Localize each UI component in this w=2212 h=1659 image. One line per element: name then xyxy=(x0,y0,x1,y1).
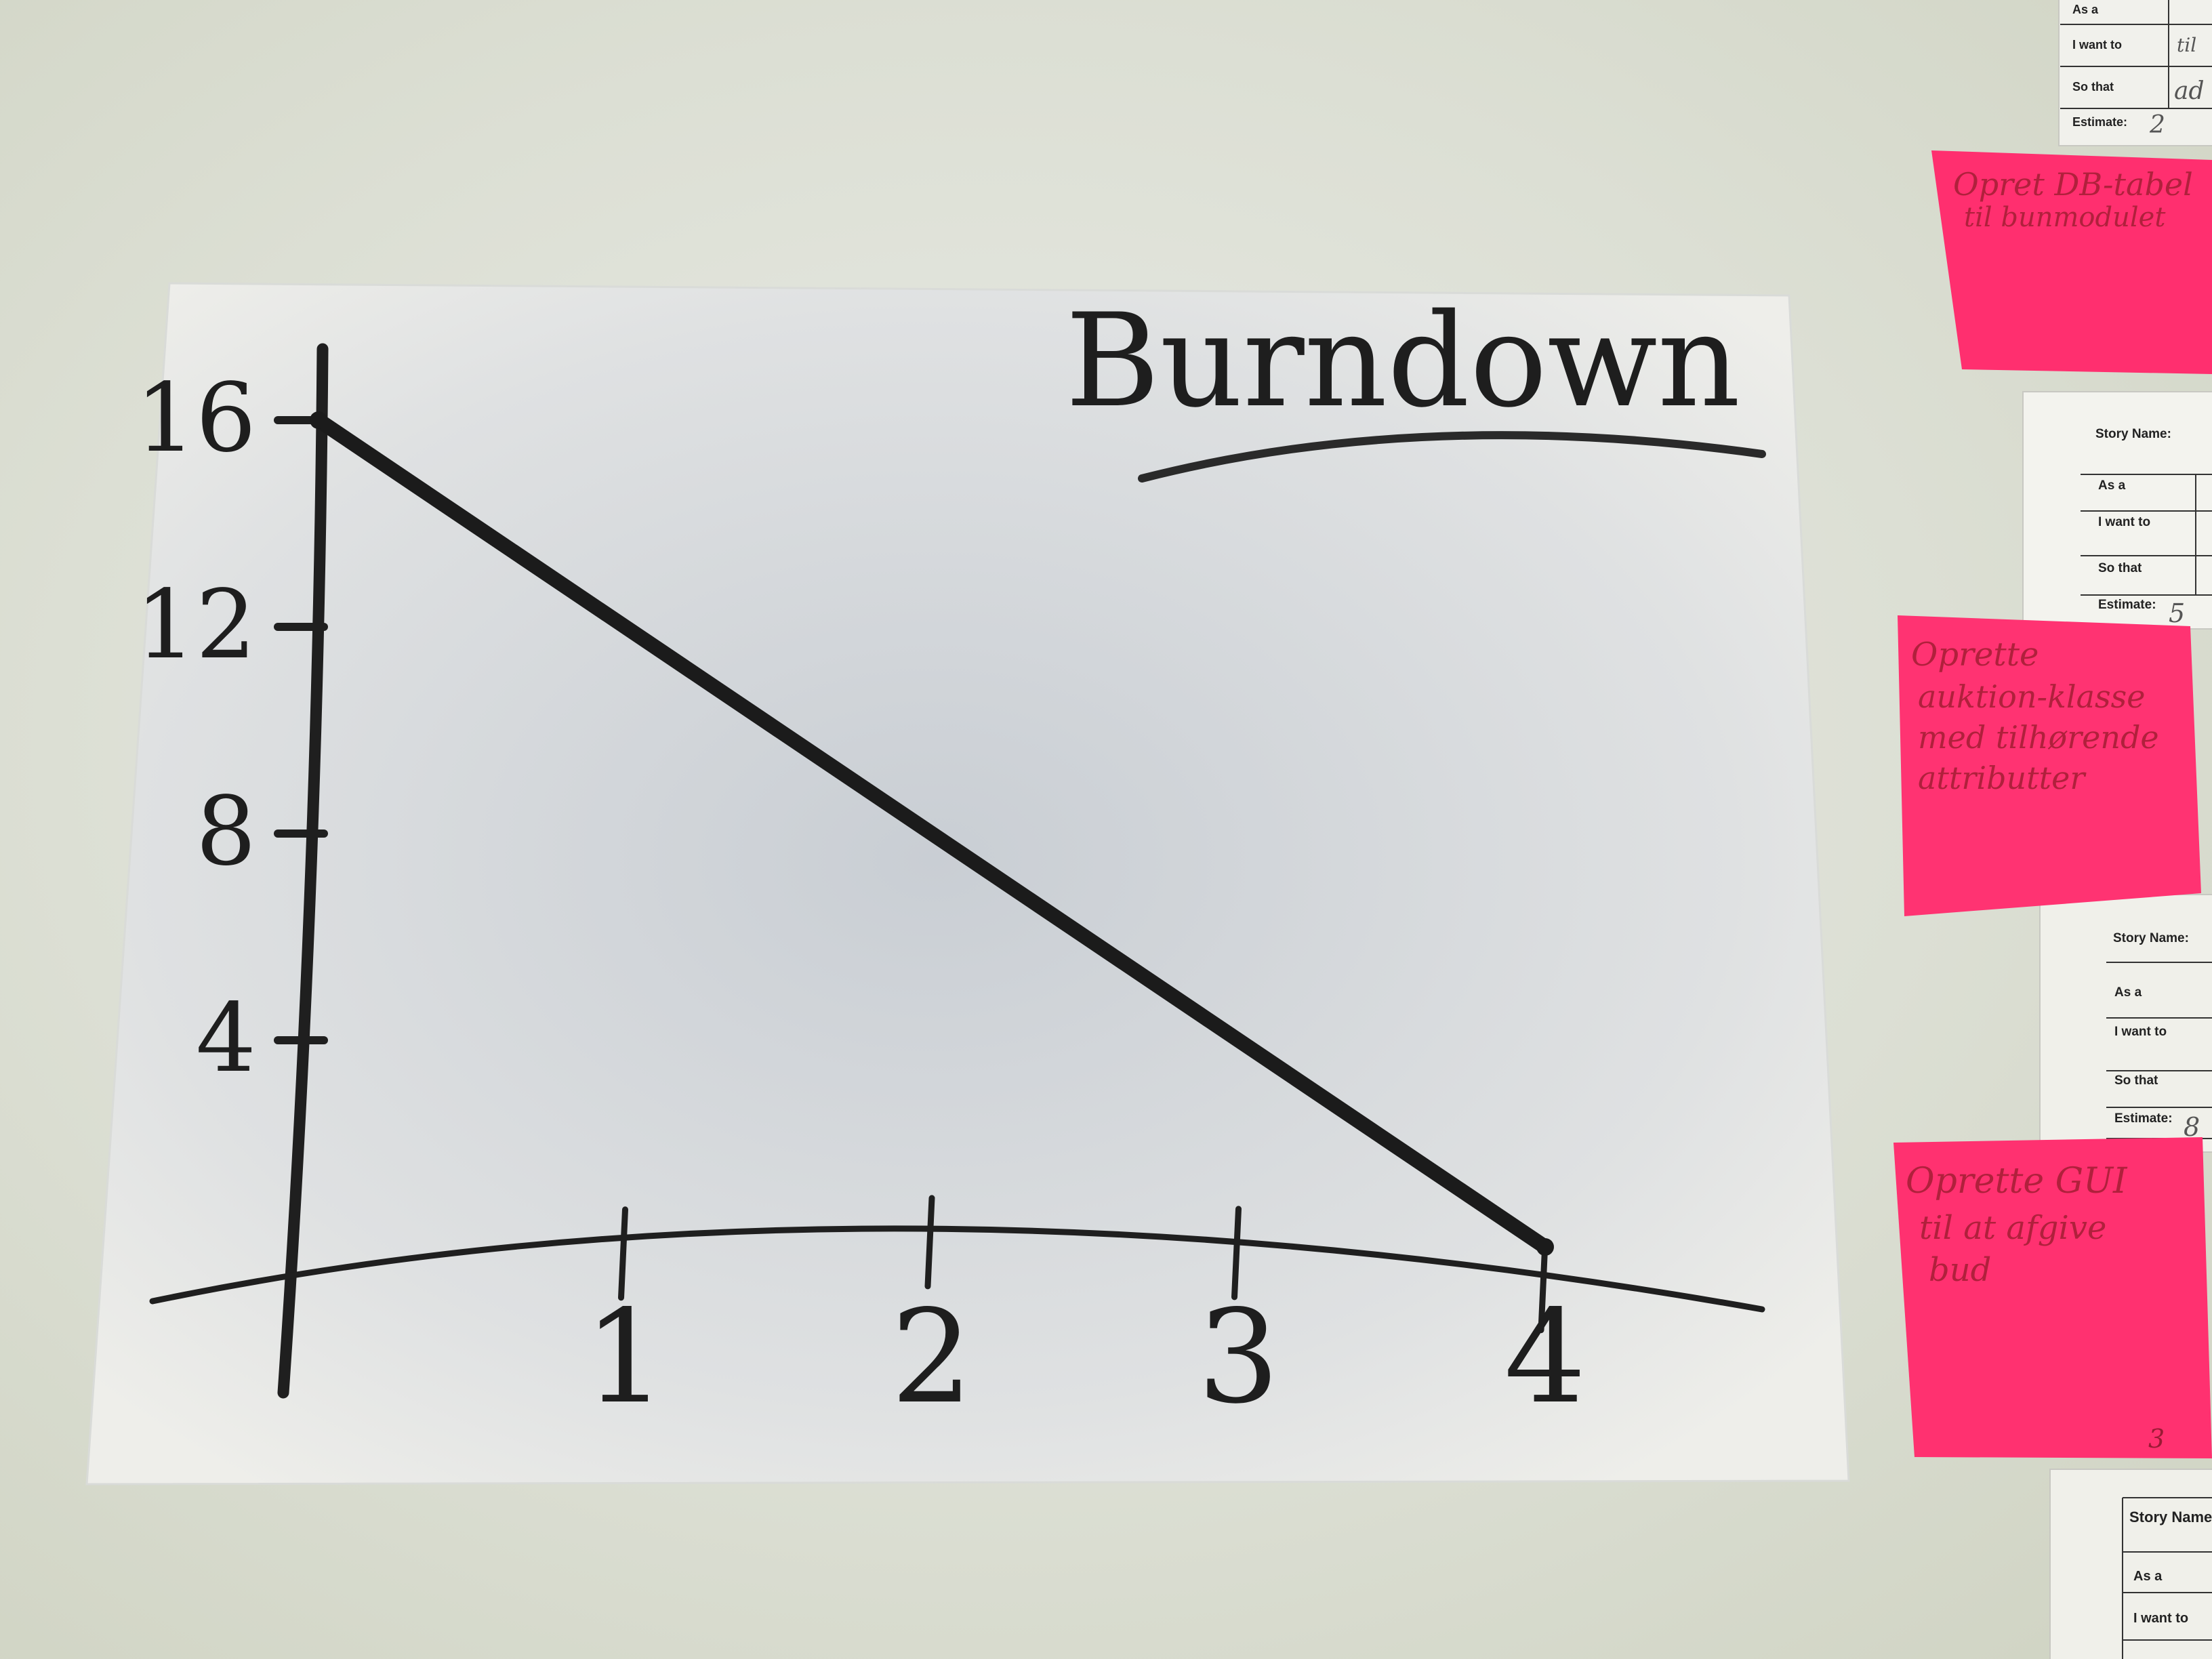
card-2-estimate-value: 5 xyxy=(2169,598,2185,628)
sticky-note-2-line-3: med tilhørende xyxy=(1918,719,2159,756)
card-4-story-name: Story Name xyxy=(2129,1509,2212,1525)
x-tick-label-4: 4 xyxy=(1504,1282,1586,1432)
y-axis xyxy=(277,343,329,1399)
y-tick-label-16: 16 xyxy=(136,363,256,474)
burndown-line xyxy=(311,413,1553,1254)
card-2-so-that: So that xyxy=(2098,561,2142,575)
burndown-series xyxy=(310,411,1554,1256)
card-1-as-a: As a xyxy=(2072,3,2099,16)
card-2-i-want-to: I want to xyxy=(2098,515,2150,529)
sticky-note-1-line-2: til bunmodulet xyxy=(1964,202,2166,233)
card-3-so-that: So that xyxy=(2114,1073,2158,1088)
x-tick-mark-2 xyxy=(924,1195,935,1290)
x-tick-label-3: 3 xyxy=(1197,1282,1279,1432)
x-tick-label-2: 2 xyxy=(891,1282,973,1432)
burndown-point-1 xyxy=(1536,1238,1554,1256)
sticky-note-3-line-3: bud xyxy=(1929,1251,1991,1289)
story-card-4: Story Name As a I want to xyxy=(2049,1469,2212,1659)
sticky-note-1-line-1: Opret DB-tabel xyxy=(1953,166,2193,203)
y-tick-label-12: 12 xyxy=(136,570,256,680)
card-3-as-a: As a xyxy=(2114,985,2142,1000)
card-2-story-name: Story Name: xyxy=(2095,427,2171,441)
card-3-story-name: Story Name: xyxy=(2113,931,2189,945)
card-1-so-that: So that xyxy=(2072,80,2114,94)
story-card-2: Story Name: As a I want to So that Estim… xyxy=(2022,391,2212,630)
card-4-as-a: As a xyxy=(2133,1569,2163,1584)
card-3-i-want-to: I want to xyxy=(2114,1025,2167,1039)
sticky-note-2: Oprette auktion-klasse med tilhørende at… xyxy=(1898,615,2201,916)
x-tick-mark-3 xyxy=(1231,1206,1242,1300)
card-1-so-that-value: ad xyxy=(2174,77,2205,105)
card-2-estimate: Estimate: xyxy=(2098,598,2156,612)
burndown-sheet xyxy=(85,282,1850,1486)
x-tick-label-1: 1 xyxy=(584,1282,666,1432)
card-4-i-want-to: I want to xyxy=(2133,1611,2188,1626)
card-1-i-want-to: I want to xyxy=(2072,38,2122,52)
story-card-1: As a I want to til So that ad Estimate: … xyxy=(2058,0,2212,146)
title-underline xyxy=(1138,431,1766,483)
burndown-point-0 xyxy=(310,411,327,429)
sticky-note-2-line-2: auktion-klasse xyxy=(1918,678,2145,715)
sticky-note-2-line-4: attributter xyxy=(1918,760,2087,796)
card-1-i-want-to-value: til xyxy=(2177,34,2196,56)
sticky-note-3: Oprette GUI til at afgive bud 3 xyxy=(1893,1137,2212,1458)
card-2-as-a: As a xyxy=(2098,478,2126,493)
y-axis-ticks: 4 8 12 16 xyxy=(136,363,328,1094)
y-tick-label-4: 4 xyxy=(196,983,256,1094)
card-3-estimate: Estimate: xyxy=(2114,1111,2173,1126)
chart-axes xyxy=(149,343,1765,1399)
sticky-note-2-line-1: Oprette xyxy=(1911,636,2039,674)
x-tick-mark-1 xyxy=(618,1206,628,1301)
story-card-3: Story Name: As a I want to So that Estim… xyxy=(2039,894,2212,1153)
x-axis-ticks: 1 2 3 4 xyxy=(584,1195,1586,1432)
sticky-note-1: Opret DB-tabel til bunmodulet xyxy=(1931,150,2212,374)
x-axis xyxy=(149,1225,1765,1313)
sticky-note-3-page-number: 3 xyxy=(2148,1424,2165,1454)
sticky-note-3-line-1: Oprette GUI xyxy=(1906,1161,2128,1202)
card-1-estimate-value: 2 xyxy=(2149,111,2165,139)
chart-title: Burndown xyxy=(1065,286,1740,436)
y-tick-label-8: 8 xyxy=(196,777,256,887)
x-tick-mark-4 xyxy=(1538,1239,1549,1334)
sticky-note-3-line-2: til at afgive xyxy=(1919,1209,2106,1247)
card-1-estimate: Estimate: xyxy=(2072,115,2127,129)
card-3-estimate-value: 8 xyxy=(2184,1112,2200,1142)
